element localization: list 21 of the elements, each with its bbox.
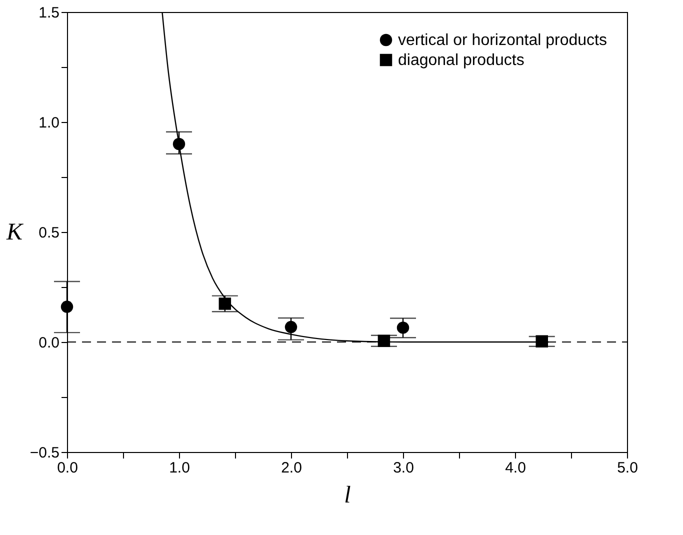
x-tick-label: 5.0 (617, 460, 638, 476)
x-tick-label: 0.0 (57, 460, 78, 476)
x-tick-label: 1.0 (169, 460, 190, 476)
x-axis-title: l (344, 482, 352, 508)
y-tick-label: 1.0 (38, 114, 60, 132)
point (284, 320, 298, 334)
y-tick-label: 0.0 (38, 334, 60, 352)
point (396, 322, 410, 334)
point (536, 335, 548, 348)
y-tick-label: 1.5 (38, 4, 60, 22)
point (60, 300, 74, 313)
point (218, 298, 232, 310)
point (378, 334, 390, 348)
legend-label: vertical or horizontal products (398, 32, 607, 49)
x-tick-label: 4.0 (505, 460, 526, 476)
y-axis-title: K (5, 220, 24, 246)
y-tick-label: −0.5 (30, 444, 60, 462)
x-tick-label: 2.0 (281, 460, 302, 476)
x-tick-label: 3.0 (393, 460, 414, 476)
legend-label: diagonal products (398, 52, 524, 69)
y-tick-label: 0.5 (38, 224, 60, 242)
